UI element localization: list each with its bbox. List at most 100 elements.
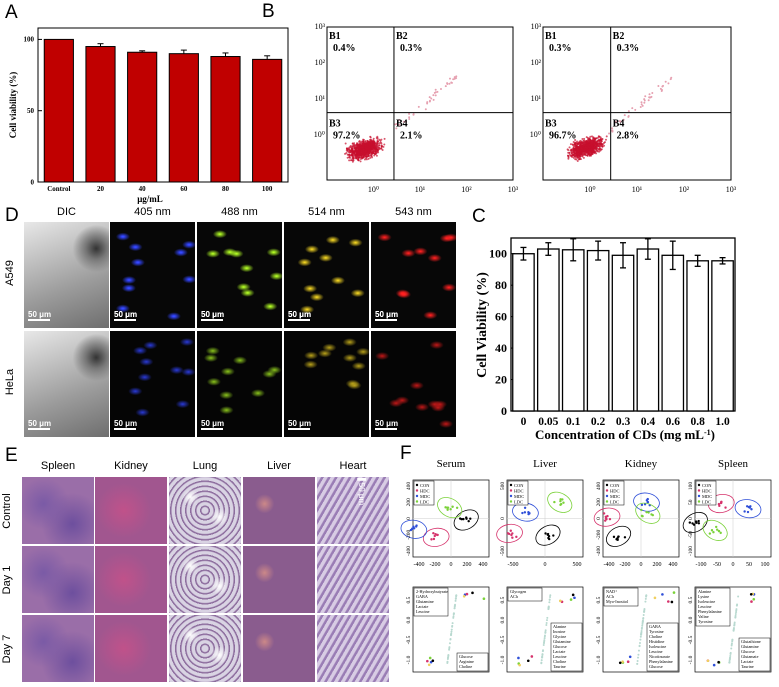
quadrant-percent: 96.7% <box>549 131 577 142</box>
data-point <box>643 99 646 102</box>
x-tick-label: -500 <box>508 562 519 568</box>
data-point <box>734 616 737 619</box>
scale-bar: 50 μm <box>114 419 138 430</box>
data-point <box>417 105 420 108</box>
x-tick-label: -200 <box>620 562 631 568</box>
y-tick-label: 0 <box>500 517 506 520</box>
data-point <box>543 637 546 640</box>
data-point <box>598 140 601 143</box>
x-tick-label: 0.05 <box>538 416 558 428</box>
channel-header: 488 nm <box>221 206 258 218</box>
data-point <box>730 647 733 650</box>
data-point <box>369 148 372 151</box>
data-point <box>453 76 456 79</box>
data-point <box>368 143 371 146</box>
data-point <box>733 624 736 627</box>
y-tick-label: 10³ <box>315 22 326 31</box>
y-tick-label: 100 <box>24 36 35 44</box>
data-point <box>749 592 753 596</box>
data-point <box>600 148 603 151</box>
data-point <box>599 136 602 139</box>
data-point <box>452 612 455 615</box>
legend-label: Glutamate <box>741 654 759 659</box>
data-point <box>357 152 360 155</box>
x-tick-label: 0 <box>450 562 453 568</box>
data-point <box>351 151 354 154</box>
bar <box>85 46 116 183</box>
data-point <box>452 616 455 619</box>
y-tick-label: 10³ <box>531 22 542 31</box>
data-point <box>360 149 363 152</box>
data-point <box>381 149 384 152</box>
micrograph-a549-3: 50 μm <box>284 222 369 328</box>
data-point <box>352 157 355 160</box>
legend-label: MDC <box>514 494 524 499</box>
data-point <box>590 153 593 156</box>
data-point <box>568 146 571 149</box>
micrograph-hela-0: 50 μm <box>24 331 109 437</box>
y-tick-label: 0 <box>596 517 602 520</box>
data-point <box>603 144 606 147</box>
legend-marker <box>509 494 513 498</box>
quadrant-percent: 0.3% <box>400 43 423 54</box>
data-point <box>446 660 449 663</box>
bar <box>611 254 635 412</box>
legend-marker <box>605 500 609 503</box>
y-tick-label: 60 <box>495 310 507 324</box>
data-point <box>435 533 439 537</box>
data-point <box>621 660 624 663</box>
legend-label: Taurine <box>741 664 754 669</box>
y-tick-label: -400 <box>596 546 602 556</box>
histology-spleen-1 <box>22 546 94 613</box>
x-tick-label: 0 <box>640 562 643 568</box>
x-tick-label: -400 <box>604 562 615 568</box>
data-point <box>651 513 655 517</box>
data-point <box>571 593 575 597</box>
x-tick-label: 10⁰ <box>584 185 595 194</box>
data-point <box>447 656 450 659</box>
micrograph-hela-4: 50 μm <box>371 331 456 437</box>
data-point <box>363 152 366 155</box>
x-tick-label: 10¹ <box>415 185 426 194</box>
y-tick-label: -1.0 <box>596 655 602 664</box>
data-point <box>737 595 740 598</box>
data-point <box>596 143 599 146</box>
plot-frame <box>326 26 514 181</box>
data-point <box>372 152 375 155</box>
data-point <box>606 514 609 518</box>
data-point <box>640 631 643 634</box>
data-point <box>640 103 643 106</box>
row-label: HeLa <box>4 368 16 396</box>
data-point <box>566 148 569 151</box>
data-point <box>729 655 732 658</box>
loadings-plot-serum: 2-HydroxybutyrateGABAGlutamineLactateLeu… <box>406 586 490 673</box>
legend-label: CON <box>702 483 712 488</box>
data-point <box>641 623 644 626</box>
histology-kidney-2 <box>95 615 167 682</box>
legend-label: ACh <box>510 594 519 599</box>
bar <box>711 260 734 412</box>
data-point <box>572 147 575 150</box>
legend-label: ACh <box>606 594 615 599</box>
data-point <box>446 506 450 509</box>
data-point <box>642 617 645 620</box>
x-tick-label: 0 <box>521 416 527 428</box>
data-point <box>360 156 363 159</box>
data-point <box>355 143 358 146</box>
data-point <box>515 535 518 539</box>
data-point <box>600 138 603 141</box>
data-point <box>574 139 577 142</box>
panel-label-c: C <box>472 206 486 227</box>
data-point <box>730 643 733 646</box>
data-point <box>608 517 612 521</box>
data-point <box>640 508 643 512</box>
quadrant-id: B3 <box>545 119 557 130</box>
bar <box>661 254 685 412</box>
legend-box <box>550 622 583 672</box>
legend-marker <box>509 500 513 503</box>
tissue-title: Kidney <box>625 458 658 470</box>
data-point <box>357 149 360 152</box>
quadrant-percent: 97.2% <box>333 131 361 142</box>
